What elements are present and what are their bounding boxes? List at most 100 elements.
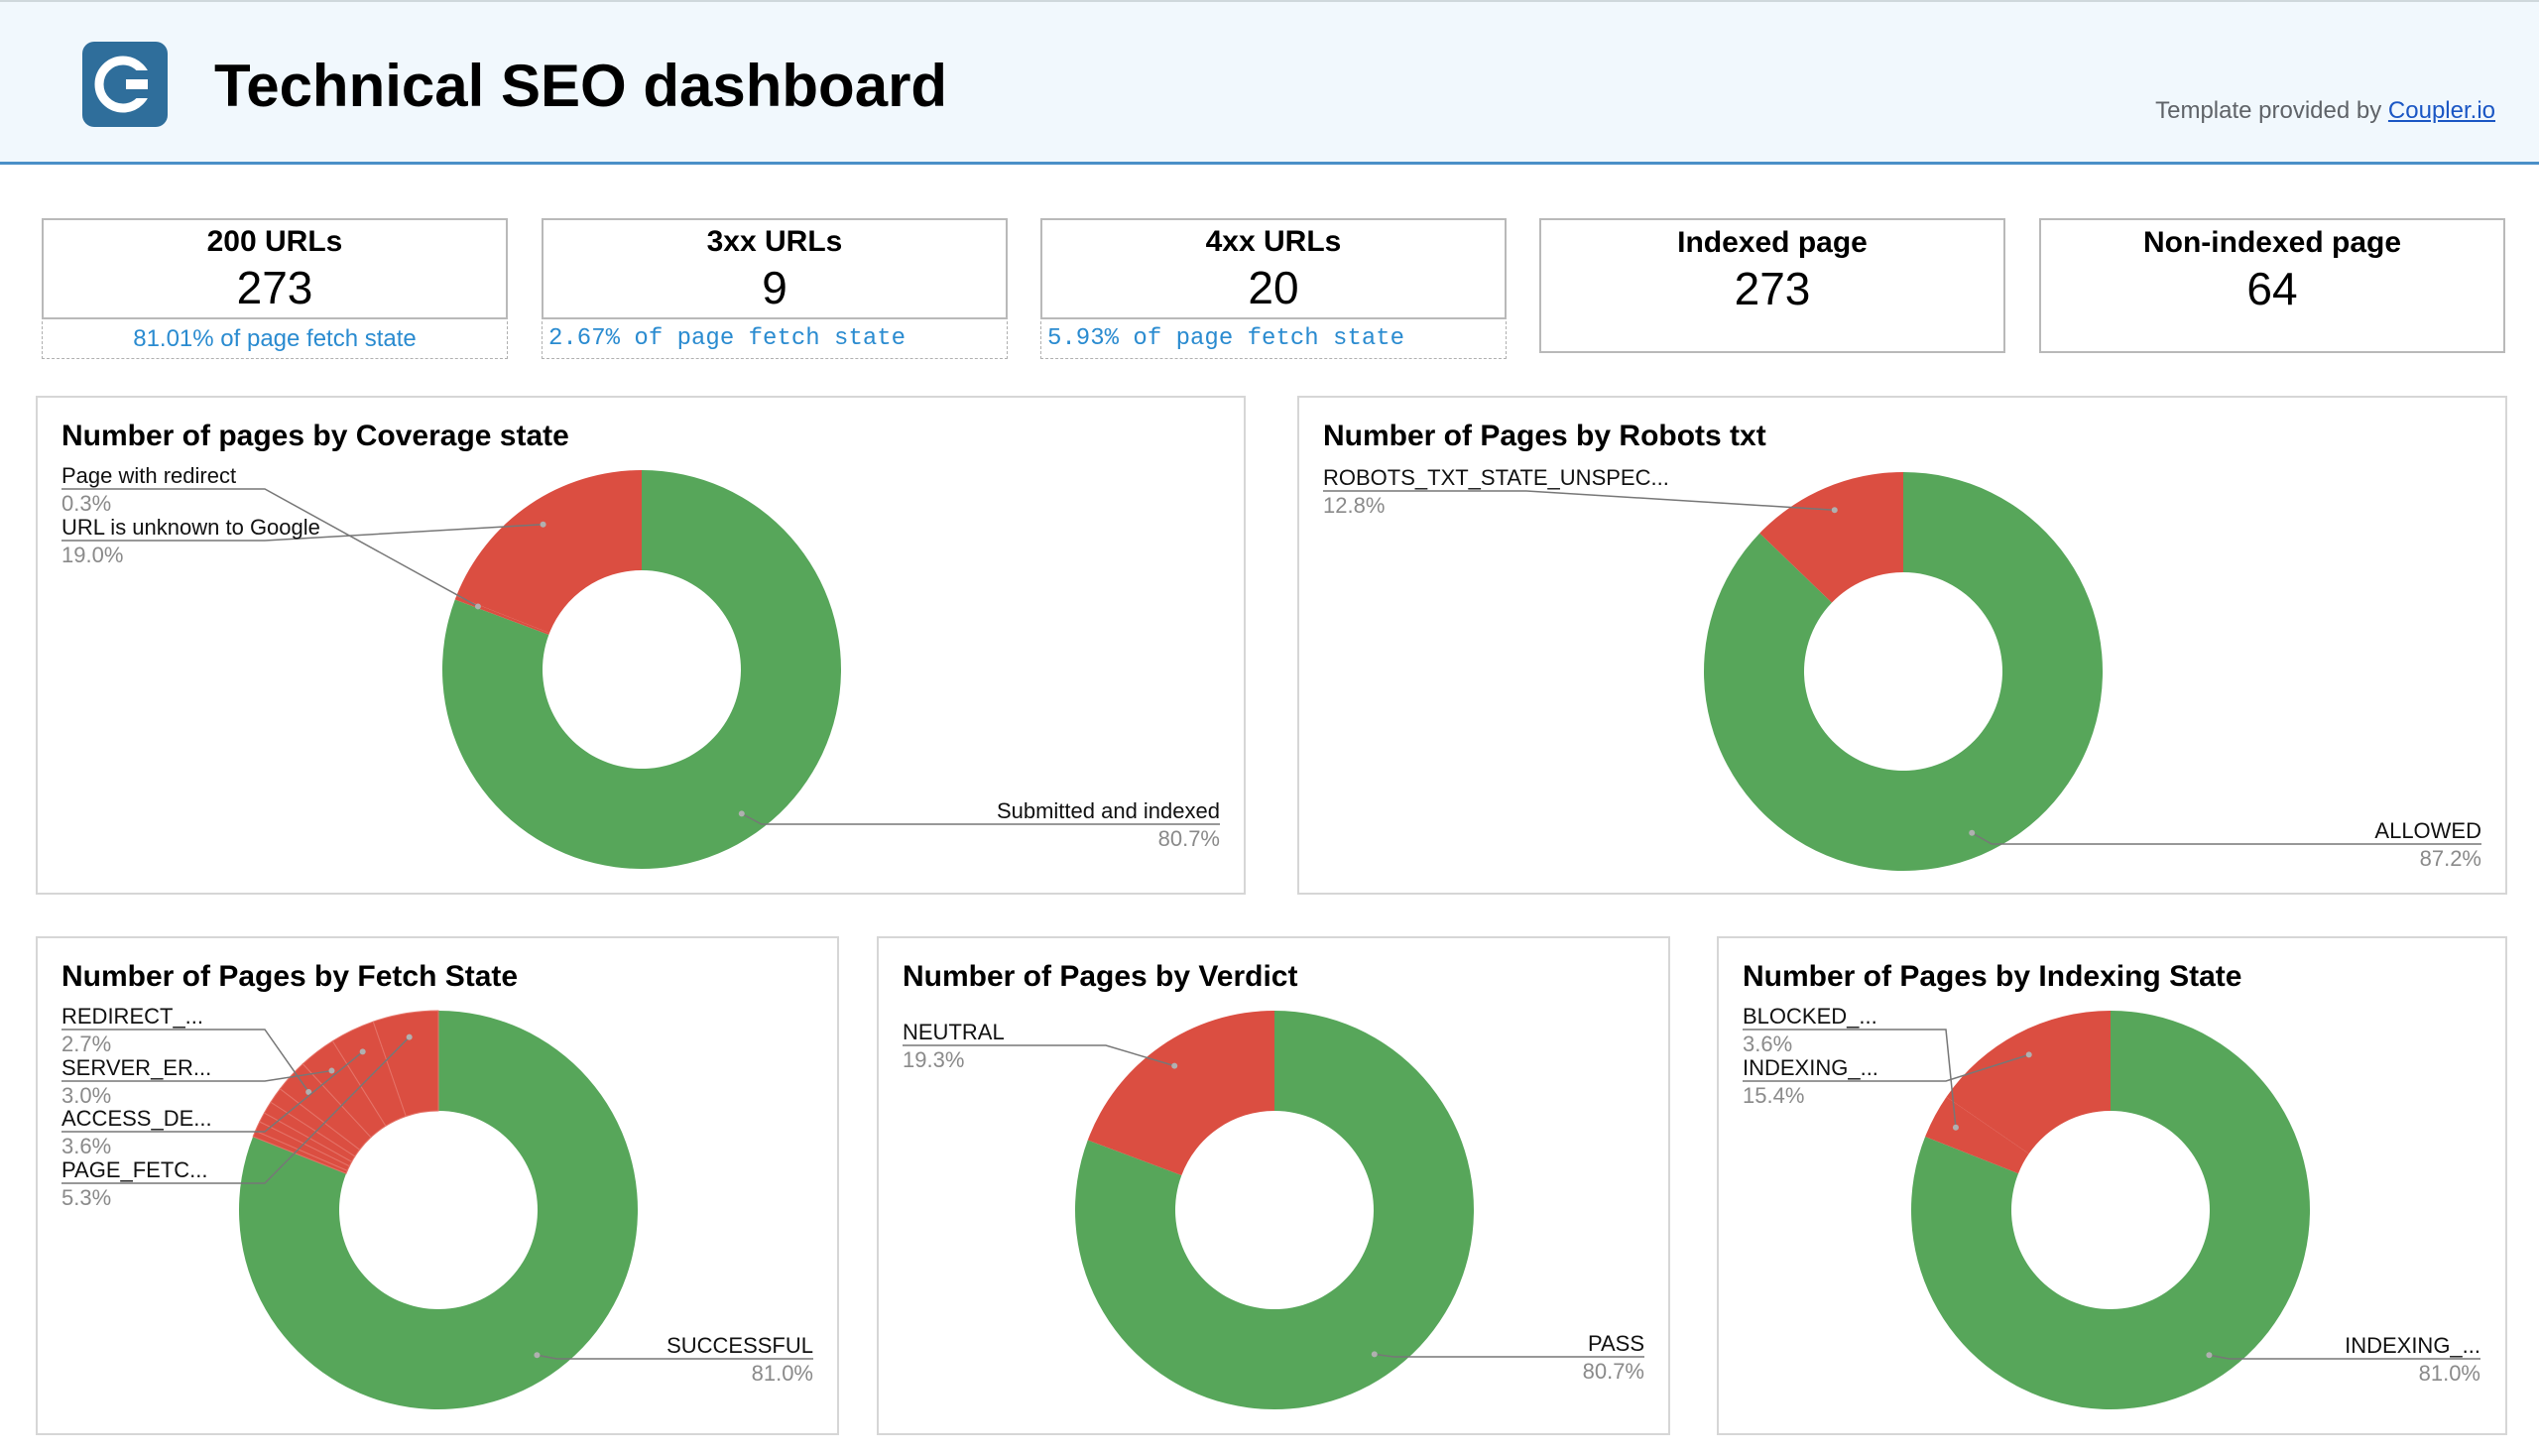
kpi-value: 64 [2246,263,2298,314]
donut-slice[interactable] [1075,1011,1474,1409]
donut-slice[interactable] [1946,1011,2111,1154]
slice-label: Page with redirect [61,463,236,488]
leader-dot [1952,1124,1959,1131]
chart-title: Number of Pages by Indexing State [1743,960,2242,993]
leader-dot [2206,1352,2213,1359]
leader-line [1743,1053,2029,1082]
leader-line [537,1354,813,1360]
slice-label: INDEXING_... [1743,1055,1878,1080]
kpi-subtext: 5.93% of page fetch state [1040,321,1507,359]
kpi-value: 9 [762,262,787,313]
fetch-state-donut-chart: SUCCESSFUL 81.0% REDIRECT_...2.7%SERVER_ER… [61,1004,813,1409]
donut-slice[interactable] [1759,472,1903,603]
donut-slice[interactable] [372,1010,439,1118]
slice-percent: 19.0% [61,543,123,567]
slice-label: INDEXING_... [2345,1333,2480,1358]
dashboard-header: Technical SEO dashboard Template provide… [0,0,2539,165]
leader-line [741,812,1220,825]
leader-dot [328,1067,335,1074]
coupler-link[interactable]: Coupler.io [2387,97,2495,124]
leader-line [1971,832,2481,845]
leader-dot [540,521,546,528]
slice-label: ALLOWED [2374,818,2481,843]
leader-line [61,1036,411,1184]
verdict-donut-chart: PASS 80.7% NEUTRAL 19.3% [903,1011,1644,1409]
leader-dot [738,810,745,817]
slice-label: PASS [1588,1331,1644,1356]
slice-label: NEUTRAL [903,1020,1005,1044]
slice-percent: 3.6% [61,1134,111,1158]
kpi-label: 200 URLs [206,225,343,258]
slice-label: BLOCKED_... [1743,1004,1877,1029]
slice-percent: 80.7% [1158,826,1220,851]
page-title: Technical SEO dashboard [214,53,948,119]
kpi-value: 273 [236,262,313,313]
leader-dot [406,1033,413,1040]
coverage-state-donut-chart: Submitted and indexed 80.7% Page with redi… [61,463,1220,869]
slice-label: ROBOTS_TXT_STATE_UNSPEC... [1323,465,1669,490]
slice-percent: 12.8% [1323,493,1385,518]
slice-label: ACCESS_DE... [61,1106,212,1131]
kpi-card-4xx-urls: 4xx URLs 20 5.93% of page fetch state [1040,218,1507,359]
chart-panel-indexing-state: Number of Pages by Indexing State INDEXI… [1717,936,2507,1435]
leader-dot [1371,1351,1378,1358]
leader-line [61,523,544,542]
leader-dot [534,1352,541,1359]
leader-dot [359,1048,366,1055]
kpi-label: 4xx URLs [1205,225,1342,258]
indexing-state-donut-chart: INDEXING_...81.0%BLOCKED_...3.6%INDEXING… [1743,1004,2480,1409]
leader-line [1374,1353,1644,1358]
kpi-subtext: 81.01% of page fetch state [42,321,508,359]
slice-percent: 5.3% [61,1185,111,1210]
chart-panel-coverage-state: Number of pages by Coverage state Submit… [36,396,1246,895]
slice-label: Submitted and indexed [997,798,1220,823]
kpi-card-3xx-urls: 3xx URLs 9 2.67% of page fetch state [542,218,1008,359]
slice-percent: 19.3% [903,1047,964,1072]
leader-dot [305,1088,312,1095]
kpi-card-non-indexed-page: Non-indexed page 64 [2039,218,2505,353]
slice-label: SUCCESSFUL [666,1333,813,1358]
slice-percent: 2.7% [61,1031,111,1056]
leader-line [2209,1354,2480,1360]
leader-dot [1171,1062,1178,1069]
leader-line [903,1044,1175,1067]
donut-slice[interactable] [1704,472,2103,871]
slice-percent: 3.0% [61,1083,111,1108]
chart-title: Number of pages by Coverage state [61,420,569,452]
slice-percent: 80.7% [1583,1359,1644,1384]
kpi-value: 20 [1248,262,1299,313]
kpi-label: Indexed page [1677,226,1868,259]
coupler-logo [82,42,168,127]
slice-label: URL is unknown to Google [61,515,320,540]
kpi-card-indexed-page: Indexed page 273 [1539,218,2005,353]
robots-txt-donut-chart: ALLOWED 87.2% ROBOTS_TXT_STATE_UNSPEC... 12… [1323,465,2481,871]
chart-title: Number of Pages by Fetch State [61,960,519,993]
leader-dot [2025,1051,2032,1058]
leader-line [61,1069,332,1082]
donut-slice[interactable] [456,470,642,634]
slice-label: REDIRECT_... [61,1004,203,1029]
slice-percent: 0.3% [61,491,111,516]
donut-slice[interactable] [1925,1096,2029,1174]
chart-panel-fetch-state: Number of Pages by Fetch State SUCCESSFU… [36,936,839,1435]
donut-slice[interactable] [442,470,842,869]
slice-percent: 15.4% [1743,1083,1804,1108]
slice-percent: 81.0% [2419,1361,2480,1386]
slice-label: SERVER_ER... [61,1055,211,1080]
slice-label: PAGE_FETC... [61,1157,208,1182]
leader-line [61,488,479,608]
credit-text: Template provided by [2155,97,2382,124]
template-credit: Template provided by Coupler.io [2155,97,2495,125]
leader-line [61,1029,309,1093]
kpi-subtext: 2.67% of page fetch state [542,321,1008,359]
chart-panel-verdict: Number of Pages by Verdict PASS 80.7% NEUT… [877,936,1670,1435]
kpi-label: Non-indexed page [2142,226,2402,259]
kpi-card-200-urls: 200 URLs 273 81.01% of page fetch state [42,218,508,359]
kpi-value: 273 [1734,263,1811,314]
leader-dot [1831,507,1838,514]
leader-dot [1969,829,1976,836]
slice-percent: 87.2% [2420,846,2481,871]
donut-slice[interactable] [1087,1011,1274,1175]
donut-slice[interactable] [1911,1011,2310,1409]
donut-slice[interactable] [238,1011,638,1409]
